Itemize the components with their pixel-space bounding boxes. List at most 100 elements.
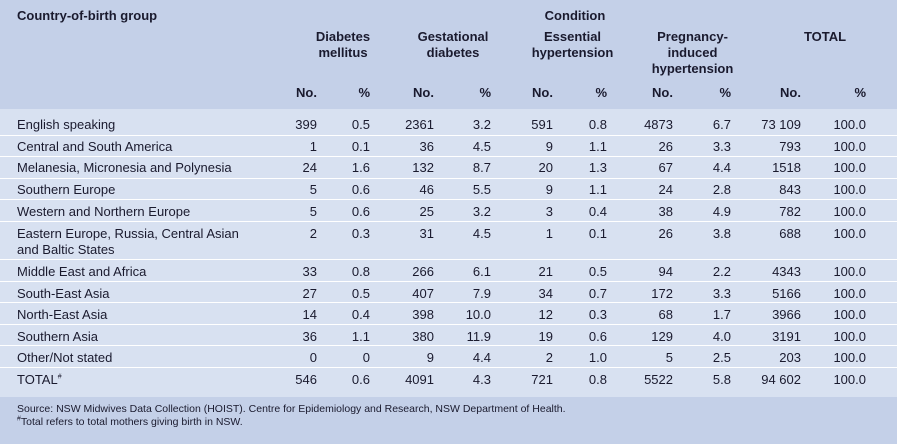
essential-pct-cell: 1.3: [588, 160, 607, 175]
row-label: Southern Asia: [17, 329, 98, 344]
gestational-no-cell: 2361: [405, 117, 434, 132]
table-footnotes: Source: NSW Midwives Data Collection (HO…: [0, 397, 897, 444]
gestational-no-cell: 9: [426, 350, 434, 365]
gestational-no-cell: 46: [419, 182, 434, 197]
total-pct-cell: 100.0: [833, 139, 866, 154]
col-header-pih-3: hypertension: [651, 61, 734, 76]
col-header-gestational-1: Gestational: [417, 29, 489, 44]
essential-pct-cell: 0.1: [588, 226, 607, 241]
pih-pct-cell: 3.3: [712, 139, 731, 154]
subheader-pct: %: [719, 85, 731, 100]
col-header-total: TOTAL: [803, 29, 847, 44]
essential-no-cell: 3: [545, 204, 553, 219]
pih-no-cell: 94: [658, 264, 673, 279]
subheader-pct: %: [358, 85, 370, 100]
gestational-no-total-cell: 4091: [405, 372, 434, 387]
total-no-cell: 843: [779, 182, 801, 197]
essential-pct-total-cell: 0.8: [588, 372, 607, 387]
essential-pct-cell: 0.6: [588, 329, 607, 344]
row-label: Central and South America: [17, 139, 173, 154]
gestational-no-cell: 36: [419, 139, 434, 154]
gestational-pct-cell: 10.0: [465, 307, 491, 322]
source-note: Source: NSW Midwives Data Collection (HO…: [17, 403, 566, 415]
essential-pct-cell: 1.1: [588, 139, 607, 154]
total-no-cell: 688: [779, 226, 801, 241]
essential-pct-cell: 0.5: [588, 264, 607, 279]
row-divider: [0, 281, 897, 282]
total-no-cell: 1518: [772, 160, 801, 175]
essential-pct-cell: 0.7: [588, 286, 607, 301]
total-label-text: TOTAL: [17, 372, 58, 387]
col-header-essential-2: hypertension: [531, 45, 614, 60]
pih-no-cell: 68: [658, 307, 673, 322]
total-no-total-cell: 94 602: [761, 372, 801, 387]
total-pct-cell: 100.0: [833, 286, 866, 301]
diabetes-pct-cell: 0.5: [351, 117, 370, 132]
pih-pct-cell: 2.8: [712, 182, 731, 197]
total-no-cell: 4343: [772, 264, 801, 279]
diabetes-pct-total-cell: 0.6: [351, 372, 370, 387]
pih-pct-cell: 3.3: [712, 286, 731, 301]
row-divider: [0, 324, 897, 325]
subheader-no: No.: [532, 85, 553, 100]
col-header-diabetes-1: Diabetes: [315, 29, 371, 44]
footnote-mark: #: [17, 415, 21, 423]
gestational-pct-cell: 4.4: [472, 350, 491, 365]
subheader-pct: %: [854, 85, 866, 100]
pih-pct-cell: 6.7: [712, 117, 731, 132]
diabetes-no-total-cell: 546: [295, 372, 317, 387]
essential-pct-cell: 0.4: [588, 204, 607, 219]
diabetes-pct-cell: 0.4: [351, 307, 370, 322]
row-divider: [0, 221, 897, 222]
diabetes-pct-cell: 0.1: [351, 139, 370, 154]
diabetes-pct-cell: 0: [362, 350, 370, 365]
row-divider: [0, 156, 897, 157]
footnote-text: Total refers to total mothers giving bir…: [20, 416, 243, 428]
row-label: Western and Northern Europe: [17, 204, 191, 219]
pih-pct-cell: 4.0: [712, 329, 731, 344]
subheader-no: No.: [780, 85, 801, 100]
essential-no-total-cell: 721: [531, 372, 553, 387]
diabetes-pct-cell: 0.6: [351, 182, 370, 197]
pih-no-cell: 26: [658, 226, 673, 241]
essential-pct-cell: 1.0: [588, 350, 607, 365]
total-no-cell: 3191: [772, 329, 801, 344]
diabetes-pct-cell: 0.5: [351, 286, 370, 301]
pih-no-cell: 5: [665, 350, 673, 365]
gestational-pct-total-cell: 4.3: [472, 372, 491, 387]
total-no-cell: 73 109: [761, 117, 801, 132]
col-header-pih-1: Pregnancy-: [657, 29, 728, 44]
total-pct-cell: 100.0: [833, 226, 866, 241]
subheader-pct: %: [595, 85, 607, 100]
subheader-no: No.: [652, 85, 673, 100]
essential-no-cell: 9: [545, 139, 553, 154]
gestational-pct-cell: 5.5: [472, 182, 491, 197]
diabetes-no-cell: 36: [302, 329, 317, 344]
pih-pct-cell: 4.9: [712, 204, 731, 219]
pih-no-cell: 38: [658, 204, 673, 219]
pih-no-cell: 26: [658, 139, 673, 154]
total-pct-cell: 100.0: [833, 329, 866, 344]
essential-pct-cell: 1.1: [588, 182, 607, 197]
subheader-pct: %: [479, 85, 491, 100]
row-divider: [0, 178, 897, 179]
pih-no-cell: 4873: [644, 117, 673, 132]
gestational-no-cell: 380: [412, 329, 434, 344]
row-label: Melanesia, Micronesia and Polynesia: [17, 160, 232, 175]
gestational-no-cell: 132: [412, 160, 434, 175]
pih-pct-total-cell: 5.8: [712, 372, 731, 387]
row-label-continued: and Baltic States: [17, 242, 115, 257]
row-divider: [0, 135, 897, 136]
total-no-cell: 3966: [772, 307, 801, 322]
total-pct-cell: 100.0: [833, 204, 866, 219]
diabetes-no-cell: 0: [309, 350, 317, 365]
total-footnote-mark: #: [57, 373, 62, 381]
total-pct-cell: 100.0: [833, 264, 866, 279]
diabetes-pct-cell: 0.8: [351, 264, 370, 279]
essential-no-cell: 20: [538, 160, 553, 175]
total-no-cell: 5166: [772, 286, 801, 301]
condition-header: Condition: [544, 8, 606, 23]
diabetes-pct-cell: 1.6: [351, 160, 370, 175]
total-pct-cell: 100.0: [833, 117, 866, 132]
